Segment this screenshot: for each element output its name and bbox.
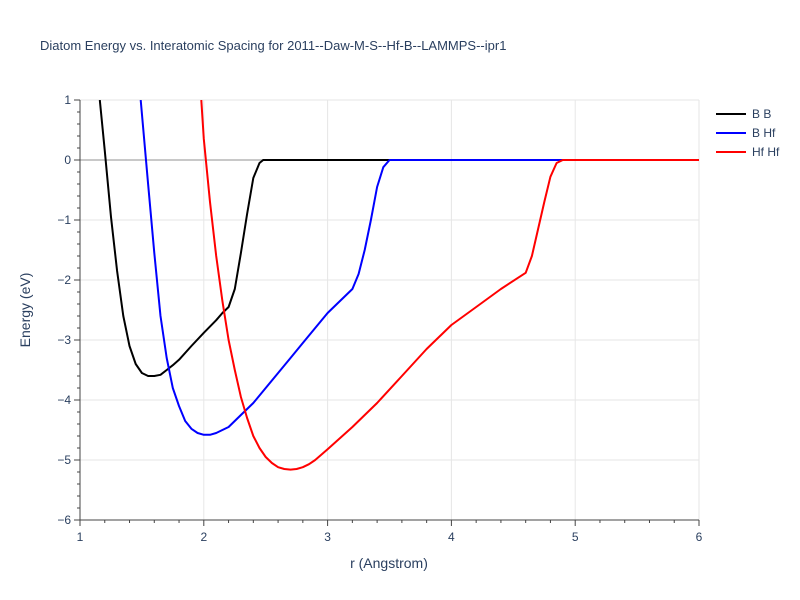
y-tick-label: −6 bbox=[57, 513, 71, 527]
y-axis-title: Energy (eV) bbox=[17, 273, 33, 348]
y-tick-label: 0 bbox=[64, 153, 71, 167]
x-tick-label: 4 bbox=[448, 530, 455, 544]
y-tick-label: 1 bbox=[64, 93, 71, 107]
legend-item-hf-hf[interactable]: Hf Hf bbox=[716, 145, 780, 159]
legend-label: Hf Hf bbox=[752, 145, 780, 159]
y-tick-label: −2 bbox=[57, 273, 71, 287]
series-line-b-hf bbox=[139, 100, 699, 436]
legend-label: B B bbox=[752, 107, 771, 121]
x-tick-label: 1 bbox=[77, 530, 84, 544]
y-tick-label: −3 bbox=[57, 333, 71, 347]
y-tick-label: −5 bbox=[57, 453, 71, 467]
chart-series-group bbox=[98, 100, 699, 471]
y-tick-label: −4 bbox=[57, 393, 71, 407]
chart-axes: 1 2 3 4 5 6 1 0 −1 −2 −3 −4 −5 −6 bbox=[57, 93, 702, 544]
chart-legend[interactable]: B B B Hf Hf Hf bbox=[716, 107, 780, 159]
series-line-hf-hf bbox=[200, 100, 699, 471]
legend-item-b-hf[interactable]: B Hf bbox=[716, 126, 776, 140]
legend-label: B Hf bbox=[752, 126, 776, 140]
x-tick-label: 3 bbox=[324, 530, 331, 544]
y-tick-label: −1 bbox=[57, 213, 71, 227]
x-tick-label: 5 bbox=[572, 530, 579, 544]
chart-title: Diatom Energy vs. Interatomic Spacing fo… bbox=[40, 38, 506, 53]
series-line-b-b bbox=[98, 100, 699, 377]
x-axis-title: r (Angstrom) bbox=[350, 555, 428, 571]
x-tick-label: 2 bbox=[200, 530, 207, 544]
chart-grid bbox=[80, 99, 700, 520]
x-tick-label: 6 bbox=[696, 530, 703, 544]
legend-item-b-b[interactable]: B B bbox=[716, 107, 771, 121]
